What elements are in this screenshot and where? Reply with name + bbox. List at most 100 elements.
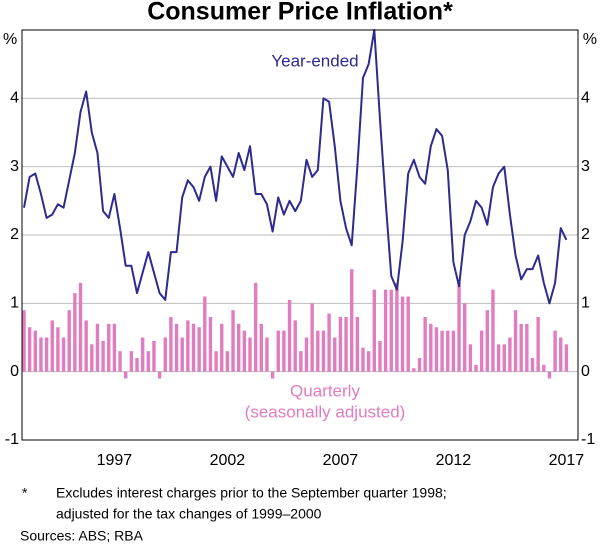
bar	[107, 323, 111, 372]
bar	[27, 327, 32, 372]
bar	[304, 337, 309, 372]
y2-tick-label: 2	[581, 226, 590, 243]
bar	[73, 293, 77, 372]
bar	[242, 330, 247, 372]
series-label: Year-ended	[271, 51, 358, 70]
bar	[50, 320, 54, 372]
bar	[287, 299, 292, 372]
bar	[84, 320, 88, 372]
bar	[90, 344, 94, 372]
bar	[440, 330, 444, 372]
bar	[513, 310, 518, 372]
bar	[248, 337, 252, 372]
bar	[299, 351, 303, 372]
bar	[429, 323, 433, 372]
bar	[124, 371, 128, 379]
bar	[553, 330, 557, 372]
x-tick-label: 2002	[210, 452, 246, 469]
series-note: (seasonally adjusted)	[245, 402, 406, 421]
bar	[406, 296, 410, 372]
bar	[479, 330, 484, 372]
bar	[152, 340, 156, 372]
y-tick-label: 4	[10, 90, 19, 107]
bar	[508, 337, 512, 372]
bar	[321, 330, 326, 372]
bar	[457, 282, 461, 372]
bar	[140, 337, 145, 372]
line	[23, 29, 568, 305]
bar	[525, 323, 529, 372]
sources: Sources: ABS; RBA	[20, 528, 144, 544]
bar	[197, 327, 201, 372]
bar	[169, 317, 173, 372]
bar	[395, 282, 399, 372]
bar	[174, 323, 179, 372]
bar	[389, 289, 393, 372]
footnote-marker: *	[22, 485, 28, 501]
bar	[530, 358, 535, 372]
bar	[491, 289, 495, 372]
bar	[344, 317, 348, 372]
bar	[378, 340, 382, 372]
y-tick-label: -1	[5, 431, 19, 448]
bar	[400, 296, 405, 372]
chart-title: Consumer Price Inflation*	[147, 0, 453, 26]
y-unit: %	[3, 31, 17, 48]
bar	[276, 330, 280, 372]
bar	[564, 344, 569, 372]
bar	[270, 371, 275, 379]
bar	[412, 368, 416, 372]
bar	[316, 330, 320, 372]
bar	[146, 351, 150, 372]
bar	[434, 327, 439, 372]
series-label: Quarterly	[290, 381, 360, 400]
bar	[39, 337, 43, 372]
bar	[536, 317, 540, 372]
bar	[56, 327, 60, 372]
bar	[191, 323, 196, 372]
bar	[446, 330, 450, 372]
y-tick-label: 3	[10, 158, 19, 175]
bar	[423, 317, 427, 372]
bar	[203, 296, 207, 372]
y2-unit: %	[583, 31, 597, 48]
bar	[112, 323, 117, 372]
bar	[282, 330, 286, 372]
footnote: adjusted for the tax changes of 1999–200…	[56, 506, 322, 522]
bar	[157, 371, 162, 379]
bar	[129, 351, 134, 372]
bar	[186, 320, 190, 372]
bar	[327, 313, 331, 372]
y2-tick-label: 1	[581, 295, 590, 312]
bar	[468, 344, 473, 372]
y-tick-label: 2	[10, 226, 19, 243]
bar	[33, 330, 37, 372]
y2-tick-label: 0	[581, 363, 590, 380]
bar	[163, 337, 167, 372]
bar	[496, 344, 501, 372]
bar	[383, 289, 388, 372]
bar	[366, 351, 371, 372]
bar	[417, 358, 422, 372]
y-tick-label: 1	[10, 295, 19, 312]
bar	[231, 310, 235, 372]
bar	[355, 317, 360, 372]
bar	[350, 269, 354, 372]
bar	[118, 351, 122, 372]
bar	[293, 320, 297, 372]
bar	[220, 323, 224, 372]
bar	[372, 289, 376, 372]
bar	[101, 340, 105, 372]
bar	[61, 337, 66, 372]
bar	[338, 317, 343, 372]
bar	[502, 344, 506, 372]
bar	[78, 282, 83, 372]
bar	[559, 337, 563, 372]
y2-tick-label: 3	[581, 158, 590, 175]
x-tick-label: 2012	[436, 452, 472, 469]
plot-frame	[21, 29, 579, 441]
bar	[265, 337, 269, 372]
bar	[67, 310, 71, 372]
bar	[22, 310, 26, 372]
